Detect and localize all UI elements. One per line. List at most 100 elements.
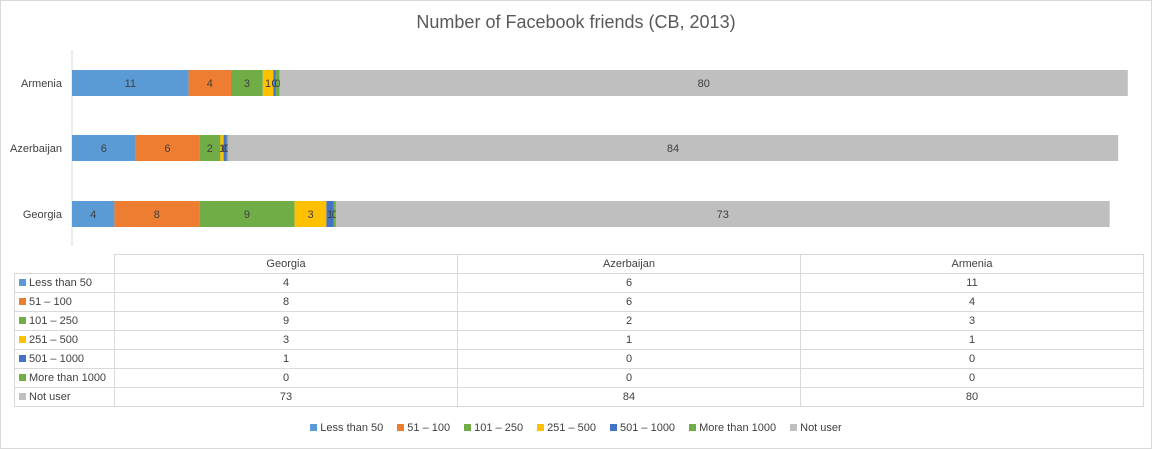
data-label: 6 [164,143,170,155]
series-swatch [19,354,26,362]
data-table-cell: 84 [457,387,801,407]
bar-segment [279,70,1128,96]
category-label: Azerbaijan [10,143,62,155]
bar-segment [199,135,221,161]
data-label: 0 [275,78,281,90]
data-table-cell: 4 [800,292,1144,312]
series-name: 501 – 1000 [29,353,85,365]
chart-title: Number of Facebook friends (CB, 2013) [416,12,736,32]
bar-segment [275,70,280,96]
data-table-row-label: Not user [14,387,115,407]
data-label: 4 [90,209,96,221]
data-table-cell: 11 [800,273,1144,293]
data-label: 1 [219,143,225,155]
data-table-row: 251 – 500 3 1 1 [14,330,1144,350]
legend-label: 501 – 1000 [620,422,676,434]
data-table-cell: 1 [457,330,801,350]
data-table-row: 501 – 1000 1 0 0 [14,349,1144,369]
data-label: 1 [327,209,333,221]
data-table-row: Less than 50 4 6 11 [14,273,1144,293]
data-label: 3 [307,209,313,221]
series-name: 101 – 250 [29,315,78,327]
data-table-cell: 3 [800,311,1144,331]
data-label: 0 [271,78,277,90]
data-table-cell: 0 [457,349,801,369]
legend-label: Not user [800,422,842,434]
data-table-cell: 80 [800,387,1144,407]
data-table-cell: 9 [114,311,458,331]
bar-segment [262,70,274,96]
bar-segment [273,70,276,96]
bar-segment [114,201,200,227]
data-table-cell: 0 [800,349,1144,369]
data-table-header-row: Georgia Azerbaijan Armenia [14,254,1144,274]
data-table-cell: 1 [800,330,1144,350]
legend-label: Less than 50 [320,422,384,434]
data-table-cell: 0 [114,368,458,388]
legend-swatch [537,423,545,431]
series-name: Less than 50 [29,277,92,289]
series-name: Not user [29,391,71,403]
bar-segment [199,201,295,227]
data-table: Georgia Azerbaijan Armenia Less than 50 4… [14,254,1144,407]
data-label: 3 [244,78,250,90]
data-table-row-label: Less than 50 [14,273,115,293]
legend-item: 501 – 1000 [610,422,675,434]
category-label: Armenia [21,78,63,90]
legend-item: More than 1000 [689,422,776,434]
data-label: 0 [222,143,228,155]
legend-label: 101 – 250 [474,422,524,434]
data-table-cell: 1 [114,349,458,369]
bar-segment [188,70,231,96]
data-table-row-label: 501 – 1000 [14,349,115,369]
series-name: 51 – 100 [29,296,72,308]
data-table-body: Less than 50 4 6 11 51 – 100 8 6 4 101 – 250 9 2 3 2… [14,273,1144,407]
data-label: 84 [667,143,679,155]
legend-label: 51 – 100 [407,422,451,434]
series-swatch [19,316,26,324]
legend-item: Less than 50 [310,422,383,434]
data-table-cell: 2 [457,311,801,331]
legend-item: Not user [790,422,842,434]
data-table-row: More than 1000 0 0 0 [14,368,1144,388]
legend-item: 101 – 250 [464,422,523,434]
data-label: 0 [224,143,230,155]
data-table-cell: 73 [114,387,458,407]
data-label: 2 [207,143,213,155]
data-table-corner [14,254,115,274]
data-table-cell: 0 [800,368,1144,388]
data-table-row: 51 – 100 8 6 4 [14,292,1144,312]
data-table-col-header: Azerbaijan [457,254,801,274]
category-label: Georgia [23,209,63,221]
data-table-cell: 8 [114,292,458,312]
bar-segment [333,201,336,227]
data-label: 80 [698,78,710,90]
data-table-col-header: Georgia [114,254,458,274]
series-swatch [19,392,26,400]
series-swatch [19,278,26,286]
data-table-row-label: 251 – 500 [14,330,115,350]
data-label: 73 [717,209,729,221]
bar-segment [72,201,115,227]
bar-segment [220,135,224,161]
data-table-row-label: 101 – 250 [14,311,115,331]
bars-layer: 11 4 3 1 00 806 6 2 100 844 8 9 3 10 73 [72,70,1128,227]
data-label: 1 [265,78,271,90]
bar-segment [326,201,334,227]
legend-swatch [397,423,405,431]
data-label: 6 [101,143,107,155]
bar-segment [335,201,1110,227]
series-name: 251 – 500 [29,334,78,346]
legend-item: 51 – 100 [397,422,450,434]
legend-label: More than 1000 [699,422,777,434]
bar-segment [135,135,200,161]
bar-segment [227,135,1119,161]
bar-segment [223,135,227,161]
data-table-cell: 3 [114,330,458,350]
data-table-row-label: More than 1000 [14,368,115,388]
series-swatch [19,297,26,305]
bar-segment [294,201,327,227]
data-label: 8 [154,209,160,221]
series-name: More than 1000 [29,372,107,384]
legend-swatch [310,423,318,431]
